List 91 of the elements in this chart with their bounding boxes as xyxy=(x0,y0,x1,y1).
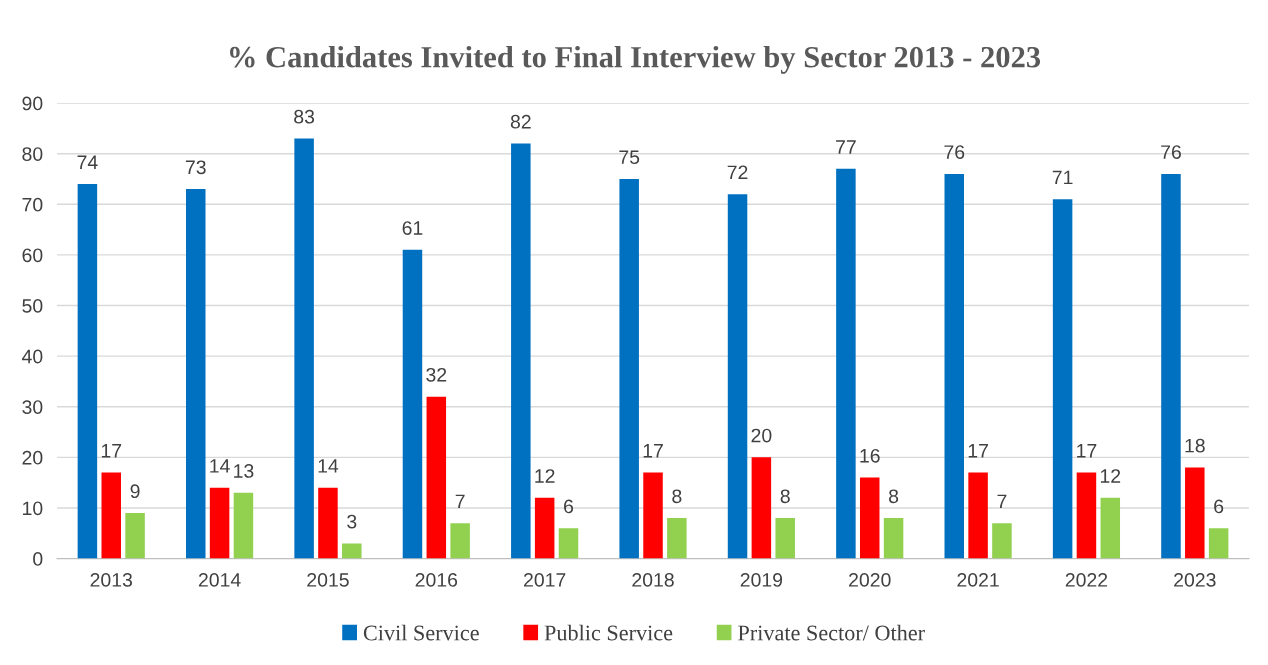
legend-label: Civil Service xyxy=(363,624,479,641)
data-label: 6 xyxy=(1214,499,1224,514)
data-label: 83 xyxy=(294,109,315,124)
x-tick-label: 2014 xyxy=(198,573,241,587)
x-tick-label: 2019 xyxy=(740,573,783,587)
data-label: 8 xyxy=(780,489,790,504)
x-tick-label: 2016 xyxy=(415,573,458,587)
y-tick-label: 60 xyxy=(22,248,43,263)
x-tick-label: 2020 xyxy=(849,573,891,587)
y-tick-label: 90 xyxy=(22,96,43,111)
data-label: 12 xyxy=(535,469,555,483)
legend-label: Public Service xyxy=(544,624,673,641)
data-label: 17 xyxy=(643,444,663,458)
data-label: 18 xyxy=(1185,438,1205,453)
x-tick-label: 2017 xyxy=(524,573,566,587)
bar xyxy=(77,184,98,559)
bar xyxy=(883,518,904,559)
data-label: 14 xyxy=(210,459,230,473)
bar xyxy=(534,497,555,559)
x-tick-label: 2015 xyxy=(307,573,349,587)
data-label: 9 xyxy=(130,484,140,499)
data-label: 75 xyxy=(619,150,640,165)
y-tick-label: 20 xyxy=(22,450,43,465)
data-label: 3 xyxy=(347,514,357,529)
legend-label: Private Sector/ Other xyxy=(738,624,925,641)
y-tick-label: 80 xyxy=(22,147,43,161)
bar xyxy=(619,179,639,559)
bar xyxy=(859,477,880,559)
y-tick-label: 50 xyxy=(22,299,43,313)
bar xyxy=(558,528,579,559)
bar xyxy=(186,189,206,559)
y-tick-label: 30 xyxy=(22,400,43,414)
data-label: 76 xyxy=(1161,145,1181,159)
x-tick-label: 2023 xyxy=(1174,573,1216,587)
bar xyxy=(1100,497,1121,559)
bar xyxy=(450,523,470,559)
data-label: 13 xyxy=(234,464,254,478)
bar xyxy=(101,472,121,559)
bar xyxy=(775,518,795,559)
data-label: 73 xyxy=(185,160,206,175)
bar xyxy=(402,249,423,559)
data-label: 20 xyxy=(751,428,772,443)
data-label: 8 xyxy=(672,489,682,504)
data-label: 72 xyxy=(727,165,748,180)
x-tick-label: 2021 xyxy=(957,573,999,587)
y-tick-label: 70 xyxy=(22,197,43,212)
bar xyxy=(209,487,230,559)
data-label: 71 xyxy=(1052,170,1073,185)
bar xyxy=(944,173,964,559)
bar xyxy=(992,523,1012,559)
bar xyxy=(1185,467,1205,559)
data-label: 17 xyxy=(101,444,122,458)
data-label: 8 xyxy=(889,489,899,504)
data-label: 7 xyxy=(455,494,465,509)
bar xyxy=(643,472,663,559)
bar xyxy=(1076,472,1097,559)
data-label: 77 xyxy=(836,140,856,154)
bar xyxy=(342,543,362,559)
data-label: 6 xyxy=(564,499,574,514)
data-label: 61 xyxy=(402,221,423,235)
bar xyxy=(1052,199,1073,559)
bar xyxy=(667,518,687,559)
bar xyxy=(233,492,254,559)
data-label: 7 xyxy=(997,494,1007,509)
bar xyxy=(125,513,145,559)
data-label: 17 xyxy=(1077,444,1097,458)
x-tick-label: 2013 xyxy=(90,573,133,587)
data-label: 74 xyxy=(77,155,98,169)
x-tick-label: 2018 xyxy=(632,573,674,587)
x-tick-label: 2022 xyxy=(1065,573,1108,587)
bar xyxy=(727,194,748,559)
data-label: 12 xyxy=(1100,469,1121,483)
bar xyxy=(1161,173,1181,559)
data-label: 16 xyxy=(860,448,880,463)
bar xyxy=(426,396,447,559)
bar xyxy=(751,457,772,559)
bar xyxy=(294,138,314,559)
data-label: 76 xyxy=(944,145,965,159)
bar xyxy=(318,487,338,559)
bar xyxy=(1208,528,1229,559)
y-tick-label: 10 xyxy=(23,501,43,516)
data-label: 82 xyxy=(510,114,531,129)
y-tick-label: 40 xyxy=(21,349,43,364)
bar xyxy=(511,143,531,559)
y-tick-label: 0 xyxy=(33,552,43,566)
bar xyxy=(968,472,988,559)
chart-title: % Candidates Invited to Final Interview by Sector 2013 - 2023 xyxy=(230,45,1041,74)
data-label: 32 xyxy=(426,367,447,382)
bar xyxy=(836,168,856,559)
data-label: 17 xyxy=(968,444,988,458)
data-label: 14 xyxy=(318,459,339,473)
